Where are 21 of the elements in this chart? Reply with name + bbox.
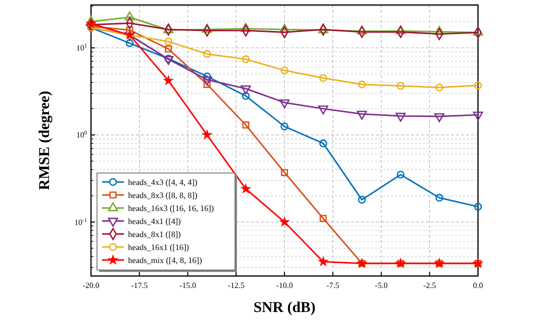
y-tick-label: 10$^{-1}$	[74, 218, 88, 227]
x-tick-label: -17.5	[131, 281, 148, 290]
x-tick-label: -7.5	[326, 281, 340, 290]
x-tick-label: -15.0	[179, 281, 196, 290]
legend-label: heads_8x3 ([8, 8, 8])	[128, 190, 198, 200]
x-tick-label: -12.5	[228, 281, 244, 290]
x-tick-label: -20.0	[82, 281, 100, 290]
legend-label: heads_mix ([4, 8, 16])	[128, 256, 202, 265]
legend-label: heads_4x1 ([4])	[128, 216, 181, 226]
y-axis-title: RMSE (degree)	[37, 90, 53, 190]
y-tick-label: 10$^{0}$	[76, 130, 88, 140]
y-tick-label: 10$^{1}$	[76, 44, 88, 53]
x-tick-label: 0.0	[473, 281, 483, 290]
legend-label: heads_4x3 ([4, 4, 4])	[128, 178, 198, 187]
x-tick-label: -2.5	[423, 281, 436, 290]
x-tick-label: -5.0	[374, 281, 388, 290]
x-tick-label: -10.0	[276, 281, 293, 290]
legend-label: heads_16x3 ([16, 16, 16])	[128, 204, 214, 213]
x-axis-title: SNR (dB)	[253, 300, 316, 316]
legend-label: heads_8x1 ([8])	[128, 230, 181, 239]
legend-label: heads_16x1 ([16])	[128, 242, 190, 252]
